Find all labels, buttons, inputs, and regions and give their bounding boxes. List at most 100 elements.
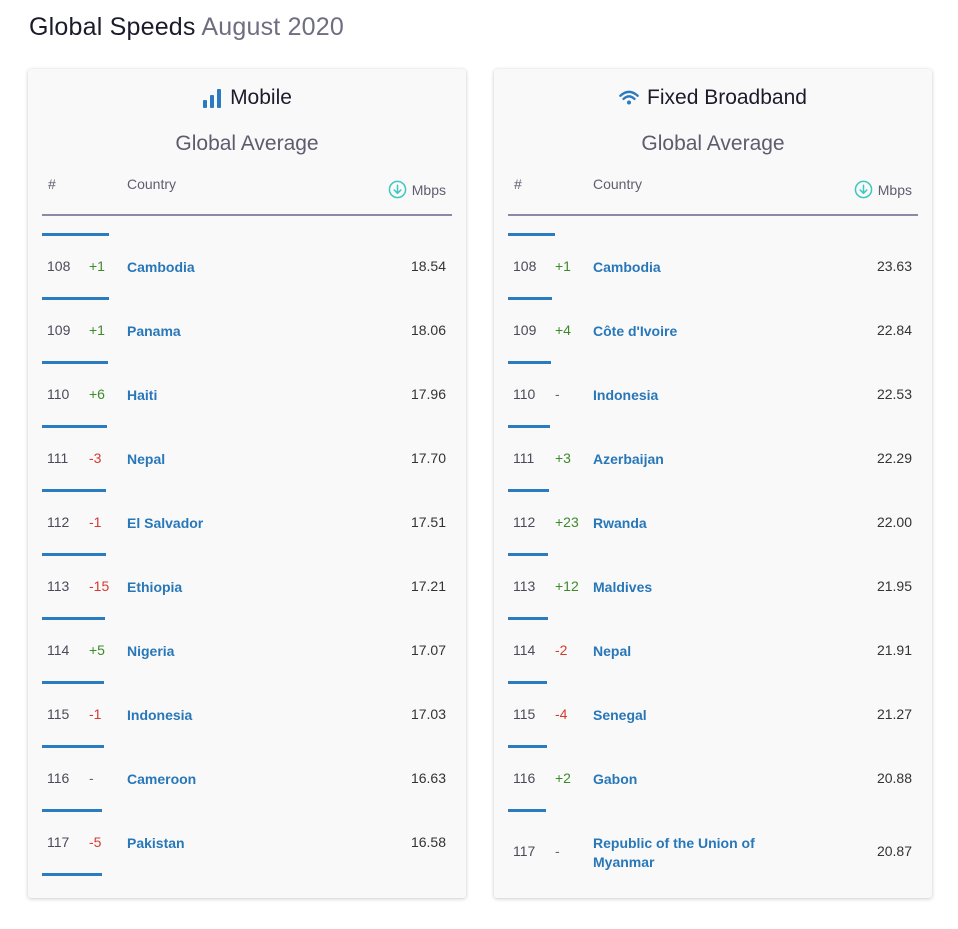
- rank-value: 109: [513, 322, 537, 338]
- fixed-subtitle: Global Average: [641, 132, 785, 155]
- mobile-speed-header[interactable]: Mbps: [388, 180, 446, 199]
- speed-value: 22.29: [876, 450, 912, 466]
- country-link[interactable]: Indonesia: [593, 387, 659, 403]
- wifi-icon: [619, 90, 639, 105]
- rank-change: +3: [555, 450, 571, 466]
- speed-value: 16.58: [410, 834, 446, 850]
- table-row: 114 +5 Nigeria 17.07: [42, 617, 446, 681]
- country-link[interactable]: Cambodia: [593, 259, 661, 275]
- speed-value: 21.91: [876, 642, 912, 658]
- country-link[interactable]: Nigeria: [127, 643, 175, 659]
- page-title-date: August 2020: [201, 13, 344, 41]
- rank-value: 110: [47, 386, 70, 402]
- mobile-title: Mobile: [230, 86, 292, 109]
- country-link[interactable]: Côte d'Ivoire: [593, 323, 678, 339]
- rank-value: 113: [513, 578, 536, 594]
- rank-change: -4: [555, 706, 568, 722]
- rank-value: 111: [513, 450, 535, 466]
- mobile-subtitle: Global Average: [175, 132, 319, 155]
- rank-change: -: [89, 770, 94, 786]
- table-row: 110 - Indonesia 22.53: [508, 361, 912, 425]
- table-row: 113 +12 Maldives 21.95: [508, 553, 912, 617]
- fixed-country-header: Country: [593, 176, 643, 192]
- speed-value: 17.03: [410, 706, 446, 722]
- rank-value: 114: [47, 642, 70, 658]
- row-divider-bar: [508, 361, 551, 364]
- row-divider-bar: [42, 489, 106, 492]
- speed-value: 21.95: [876, 578, 912, 594]
- fixed-rank-header: #: [514, 176, 522, 192]
- country-link[interactable]: El Salvador: [127, 515, 204, 531]
- country-link[interactable]: Maldives: [593, 579, 653, 595]
- country-link[interactable]: Haiti: [127, 387, 158, 403]
- speed-value: 17.51: [410, 514, 446, 530]
- country-link[interactable]: Nepal: [127, 451, 166, 467]
- fixed-speed-header[interactable]: Mbps: [854, 180, 912, 199]
- rank-change: -: [555, 843, 560, 859]
- rank-change: +1: [89, 258, 105, 274]
- rank-change: +5: [89, 642, 105, 658]
- row-divider-bar: [42, 233, 109, 236]
- row-divider-bar: [42, 873, 102, 876]
- row-divider-bar: [42, 617, 105, 620]
- row-divider-bar: [42, 297, 109, 300]
- mobile-speed-unit: Mbps: [411, 181, 446, 198]
- fixed-title: Fixed Broadband: [647, 86, 807, 109]
- country-link[interactable]: Ethiopia: [127, 579, 183, 595]
- rank-value: 116: [47, 770, 70, 786]
- table-row: 108 +1 Cambodia 23.63: [508, 233, 912, 297]
- rank-change: +1: [555, 258, 571, 274]
- table-row: 109 +1 Panama 18.06: [42, 297, 446, 361]
- download-icon: [388, 180, 407, 199]
- table-row: 117 -5 Pakistan 16.58: [42, 809, 446, 873]
- fixed-header-divider: [508, 214, 918, 216]
- row-divider-bar: [42, 745, 104, 748]
- row-divider-bar: [42, 425, 107, 428]
- country-link[interactable]: Panama: [127, 323, 181, 339]
- rank-change: +6: [89, 386, 105, 402]
- table-row: 109 +4 Côte d'Ivoire 22.84: [508, 297, 912, 361]
- country-link[interactable]: Azerbaijan: [593, 451, 664, 467]
- country-link[interactable]: Indonesia: [127, 707, 193, 723]
- row-divider-bar: [508, 489, 549, 492]
- rank-change: -3: [89, 450, 102, 466]
- country-link[interactable]: Republic of the Union of Myanmar: [593, 835, 755, 870]
- country-link[interactable]: Cambodia: [127, 259, 195, 275]
- bar-chart-icon: [203, 89, 222, 108]
- rank-change: -2: [555, 642, 568, 658]
- speed-value: 18.06: [410, 322, 446, 338]
- country-link[interactable]: Gabon: [593, 771, 638, 787]
- rank-value: 108: [513, 258, 537, 274]
- speed-value: 17.96: [410, 386, 446, 402]
- speed-value: 17.07: [410, 642, 446, 658]
- country-link[interactable]: Cameroon: [127, 771, 197, 787]
- table-row: 115 -4 Senegal 21.27: [508, 681, 912, 745]
- rank-change: -1: [89, 706, 102, 722]
- country-link[interactable]: Nepal: [593, 643, 632, 659]
- rank-value: 112: [47, 514, 70, 530]
- country-link[interactable]: Rwanda: [593, 515, 647, 531]
- mobile-panel-header: Mobile: [28, 83, 466, 113]
- speed-value: 17.70: [410, 450, 446, 466]
- country-link[interactable]: Pakistan: [127, 835, 185, 851]
- mobile-header-divider: [42, 214, 452, 216]
- page-title-main: Global Speeds: [29, 13, 196, 41]
- table-row: 111 -3 Nepal 17.70: [42, 425, 446, 489]
- rank-value: 109: [47, 322, 71, 338]
- rank-value: 111: [47, 450, 69, 466]
- table-row: 108 +1 Cambodia 18.54: [42, 233, 446, 297]
- rank-value: 115: [47, 706, 70, 722]
- rank-change: +2: [555, 770, 571, 786]
- rank-value: 108: [47, 258, 71, 274]
- speed-value: 22.53: [876, 386, 912, 402]
- rank-change: +12: [555, 578, 579, 594]
- download-icon: [854, 180, 873, 199]
- table-row: 114 -2 Nepal 21.91: [508, 617, 912, 681]
- row-divider-bar: [42, 553, 106, 556]
- rank-change: -15: [89, 578, 110, 594]
- speed-value: 20.88: [876, 770, 912, 786]
- mobile-country-header: Country: [127, 176, 177, 192]
- country-link[interactable]: Senegal: [593, 707, 647, 723]
- row-divider-bar: [508, 809, 546, 812]
- rank-value: 112: [513, 514, 536, 530]
